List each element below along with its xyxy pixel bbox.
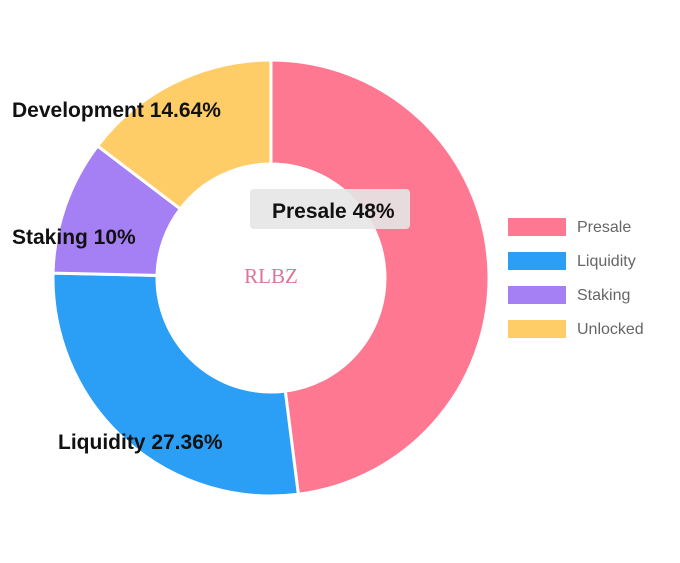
legend-label-unlocked[interactable]: Unlocked [577, 321, 644, 338]
slice-presale[interactable] [269, 58, 491, 496]
legend-swatch-presale[interactable] [508, 218, 566, 236]
center-label: RLBZ [244, 264, 298, 288]
slice-liquidity[interactable] [51, 271, 300, 498]
legend-swatch-staking[interactable] [508, 286, 566, 304]
slice-label-development: Development 14.64% [12, 99, 221, 122]
legend-label-liquidity[interactable]: Liquidity [577, 253, 636, 270]
legend-label-presale[interactable]: Presale [577, 219, 631, 236]
legend-swatch-liquidity[interactable] [508, 252, 566, 270]
slice-development[interactable] [95, 58, 273, 212]
slice-label-presale: Presale 48% [272, 200, 395, 223]
legend-label-staking[interactable]: Staking [577, 287, 630, 304]
slice-label-staking: Staking 10% [12, 226, 136, 249]
tooltip-background [250, 189, 410, 229]
legend-swatch-unlocked[interactable] [508, 320, 566, 338]
slice-label-liquidity: Liquidity 27.36% [58, 431, 223, 454]
